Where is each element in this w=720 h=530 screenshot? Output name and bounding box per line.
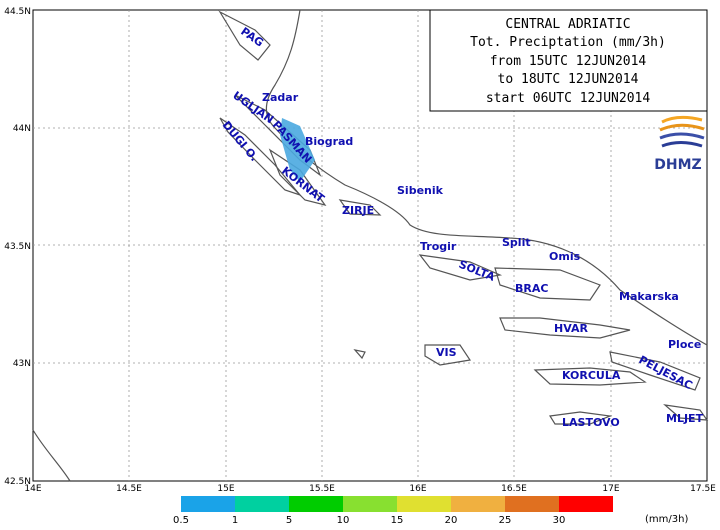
legend-tick-label: 30 [553,515,566,526]
lon-label: 14E [24,484,41,494]
lon-label: 16E [409,484,426,494]
lon-label: 17.5E [690,484,716,494]
legend-swatch [289,496,343,512]
lon-label: 16.5E [501,484,527,494]
dhmz-logo: DHMZ [654,115,705,173]
graticule [33,10,707,481]
legend-tick-label: 10 [337,515,350,526]
place-label: Ploce [668,338,701,351]
legend-swatch [181,496,235,512]
legend-swatch [397,496,451,512]
info-from: from 15UTC 12JUN2014 [490,54,647,69]
info-start: start 06UTC 12JUN2014 [486,91,651,106]
lon-label: 15E [217,484,234,494]
legend-tick-label: 25 [499,515,512,526]
info-to: to 18UTC 12JUN2014 [498,72,639,87]
place-label: Makarska [619,290,679,303]
legend-swatch [451,496,505,512]
place-label: HVAR [554,322,588,335]
legend-unit: (mm/3h) [645,514,688,525]
legend-swatch [235,496,289,512]
color-legend: 0.5 1 5 10 15 20 25 30 [173,496,613,526]
lat-label: 44.5N [4,7,31,17]
lat-label: 44N [13,124,31,134]
lon-label: 14.5E [116,484,142,494]
place-label: ZIRJE [342,204,374,217]
legend-swatch [343,496,397,512]
place-label: Biograd [305,135,353,148]
place-label: Split [502,236,531,249]
place-label: VIS [436,346,457,359]
info-box [429,9,708,112]
place-label: Sibenik [397,184,444,197]
place-label: Trogir [420,240,457,253]
legend-tick-label: 15 [391,515,404,526]
info-variable: Tot. Preciptation (mm/3h) [470,35,666,50]
legend-swatch [505,496,559,512]
logo-text: DHMZ [654,157,701,173]
lat-label: 42.5N [4,477,31,487]
place-label: KORCULA [562,369,621,382]
legend-swatch [559,496,613,512]
lat-label: 43.5N [4,242,31,252]
legend-tick-label: 5 [286,515,292,526]
place-label: BRAC [515,282,548,295]
place-label: LASTOVO [562,416,620,429]
legend-tick-label: 1 [232,515,238,526]
lon-label: 15.5E [309,484,335,494]
place-label: MLJET [666,412,704,425]
lon-label: 17E [602,484,619,494]
place-label: Omis [549,250,581,263]
place-label: Zadar [262,91,299,104]
lat-axis: 44.5N 44N 43.5N 43N 42.5N [4,7,31,487]
logo-swirl-icon [659,115,705,148]
legend-tick-label: 20 [445,515,458,526]
precip-area [280,118,315,182]
info-title: CENTRAL ADRIATIC [505,17,630,32]
lat-label: 43N [13,359,31,369]
lon-axis: 14E 14.5E 15E 15.5E 16E 16.5E 17E 17.5E [24,484,716,494]
legend-tick-label: 0.5 [173,515,189,526]
